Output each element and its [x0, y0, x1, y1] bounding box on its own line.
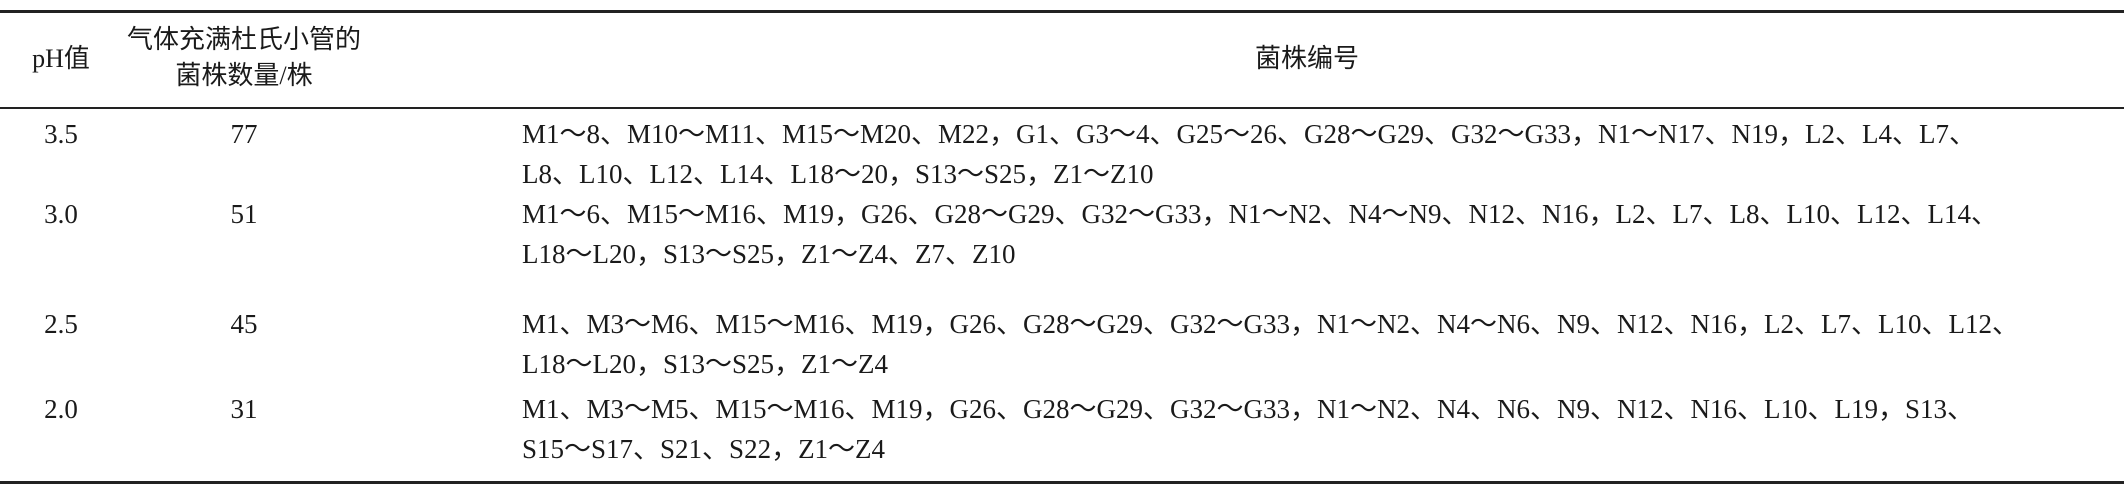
row-1-count: 77	[230, 119, 258, 149]
row-2-ph: 3.0	[44, 199, 78, 229]
header-count-line2: 菌株数量/株	[175, 61, 313, 90]
header-count: 气体充满杜氏小管的 菌株数量/株	[124, 22, 364, 94]
row-1-ph: 3.5	[44, 119, 78, 149]
row-4-strains-line2: S15～S17、S21、S22，Z1～Z4	[522, 434, 886, 464]
row-1-strains: M1～8、M10～M11、M15～M20、M22，G1、G3～4、G25～26、…	[522, 114, 2112, 194]
header-count-line1: 气体充满杜氏小管的	[126, 25, 361, 54]
row-3-ph: 2.5	[44, 309, 78, 339]
bottom-rule	[0, 481, 2124, 484]
row-1-strains-line1: M1～8、M10～M11、M15～M20、M22，G1、G3～4、G25～26、…	[522, 119, 1977, 149]
row-3-count: 45	[230, 309, 258, 339]
row-2-strains-line2: L18～L20，S13～S25，Z1～Z4、Z7、Z10	[522, 239, 1016, 269]
header-rule	[0, 107, 2124, 109]
row-1-strains-line2: L8、L10、L12、L14、L18～20，S13～S25，Z1～Z10	[522, 159, 1154, 189]
row-4-ph: 2.0	[44, 394, 78, 424]
row-3-strains: M1、M3～M6、M15～M16、M19，G26、G28～G29、G32～G33…	[522, 304, 2112, 384]
row-2-strains: M1～6、M15～M16、M19，G26、G28～G29、G32～G33，N1～…	[522, 194, 2112, 274]
row-2-strains-line1: M1～6、M15～M16、M19，G26、G28～G29、G32～G33，N1～…	[522, 199, 1998, 229]
row-2-count: 51	[230, 199, 258, 229]
row-3-strains-line1: M1、M3～M6、M15～M16、M19，G26、G28～G29、G32～G33…	[522, 309, 2019, 339]
header-ph: pH值	[32, 44, 90, 73]
row-3-strains-line2: L18～L20，S13～S25，Z1～Z4	[522, 349, 889, 379]
top-rule	[0, 10, 2124, 13]
header-strains: 菌株编号	[1254, 44, 1359, 73]
row-4-count: 31	[230, 394, 258, 424]
row-4-strains-line1: M1、M3～M5、M15～M16、M19，G26、G28～G29、G32～G33…	[522, 394, 1975, 424]
row-4-strains: M1、M3～M5、M15～M16、M19，G26、G28～G29、G32～G33…	[522, 389, 2112, 469]
